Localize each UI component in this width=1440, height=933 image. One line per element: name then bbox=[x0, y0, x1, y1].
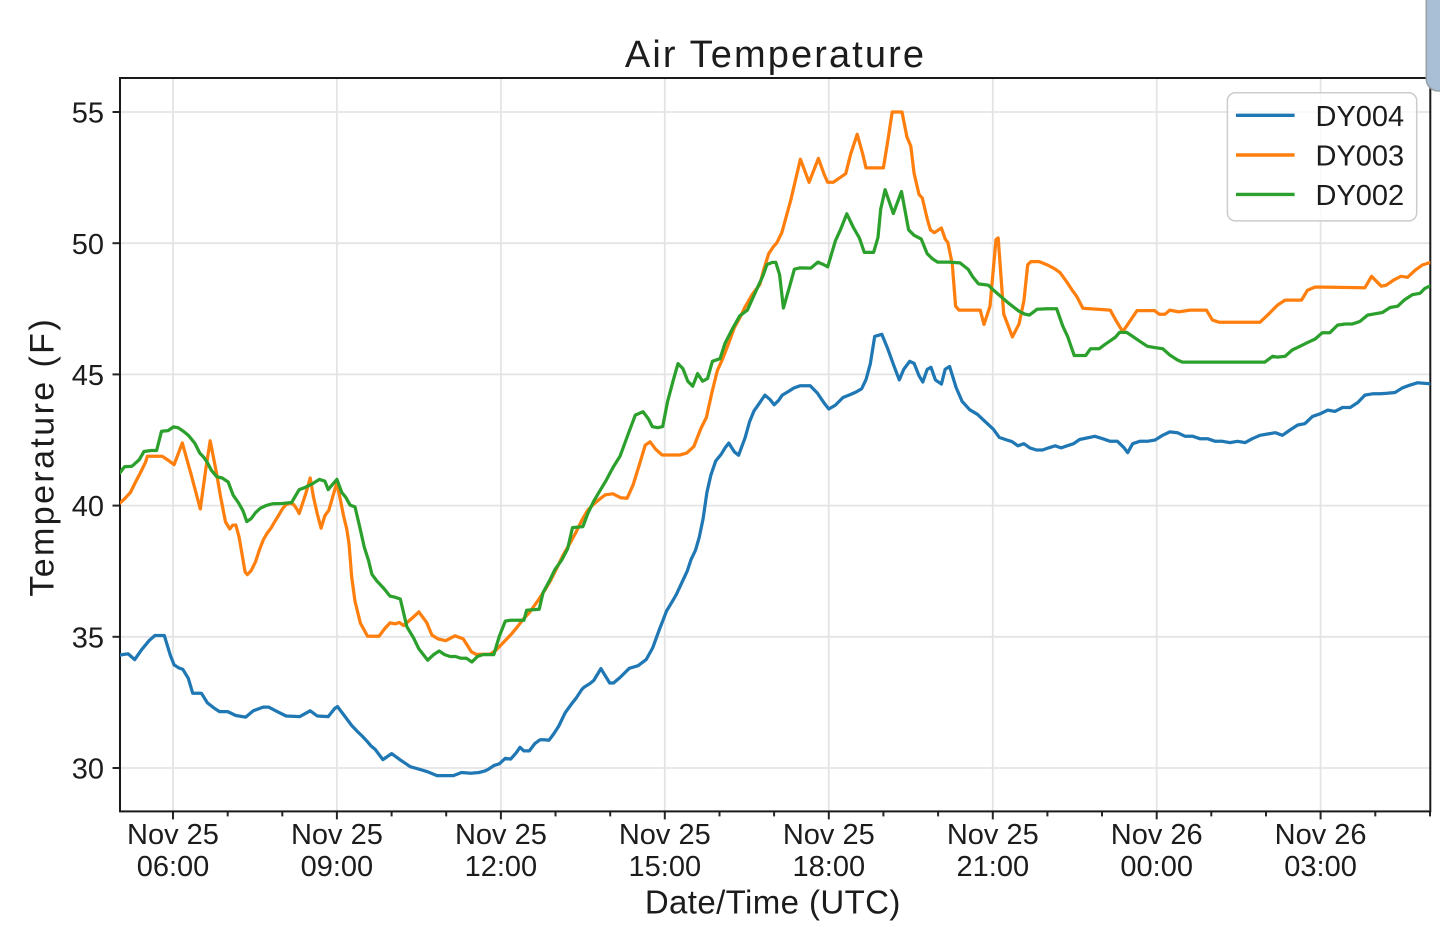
svg-text:Air Temperature: Air Temperature bbox=[625, 34, 926, 76]
svg-text:03:00: 03:00 bbox=[1284, 851, 1357, 883]
svg-text:Nov 25: Nov 25 bbox=[619, 819, 711, 851]
svg-text:DY004: DY004 bbox=[1316, 101, 1405, 133]
svg-text:09:00: 09:00 bbox=[301, 851, 374, 883]
svg-text:Nov 25: Nov 25 bbox=[455, 819, 547, 851]
svg-text:DY002: DY002 bbox=[1316, 180, 1405, 212]
svg-text:21:00: 21:00 bbox=[957, 851, 1030, 883]
svg-text:Nov 26: Nov 26 bbox=[1111, 819, 1203, 851]
svg-text:06:00: 06:00 bbox=[137, 851, 210, 883]
svg-text:Nov 25: Nov 25 bbox=[291, 819, 383, 851]
svg-text:Temperature (F): Temperature (F) bbox=[24, 317, 62, 597]
svg-text:50: 50 bbox=[72, 229, 104, 261]
svg-text:DY003: DY003 bbox=[1316, 141, 1405, 173]
svg-text:12:00: 12:00 bbox=[465, 851, 538, 883]
svg-text:15:00: 15:00 bbox=[629, 851, 702, 883]
svg-text:Nov 25: Nov 25 bbox=[783, 819, 875, 851]
svg-text:30: 30 bbox=[72, 754, 104, 786]
svg-text:45: 45 bbox=[72, 360, 104, 392]
svg-text:00:00: 00:00 bbox=[1120, 851, 1193, 883]
svg-text:18:00: 18:00 bbox=[793, 851, 866, 883]
svg-text:Date/Time (UTC): Date/Time (UTC) bbox=[645, 884, 901, 921]
svg-text:55: 55 bbox=[72, 98, 104, 130]
svg-text:Nov 26: Nov 26 bbox=[1275, 819, 1367, 851]
svg-text:40: 40 bbox=[72, 491, 104, 523]
svg-text:35: 35 bbox=[72, 622, 104, 654]
svg-text:Nov 25: Nov 25 bbox=[947, 819, 1039, 851]
svg-text:Nov 25: Nov 25 bbox=[127, 819, 219, 851]
